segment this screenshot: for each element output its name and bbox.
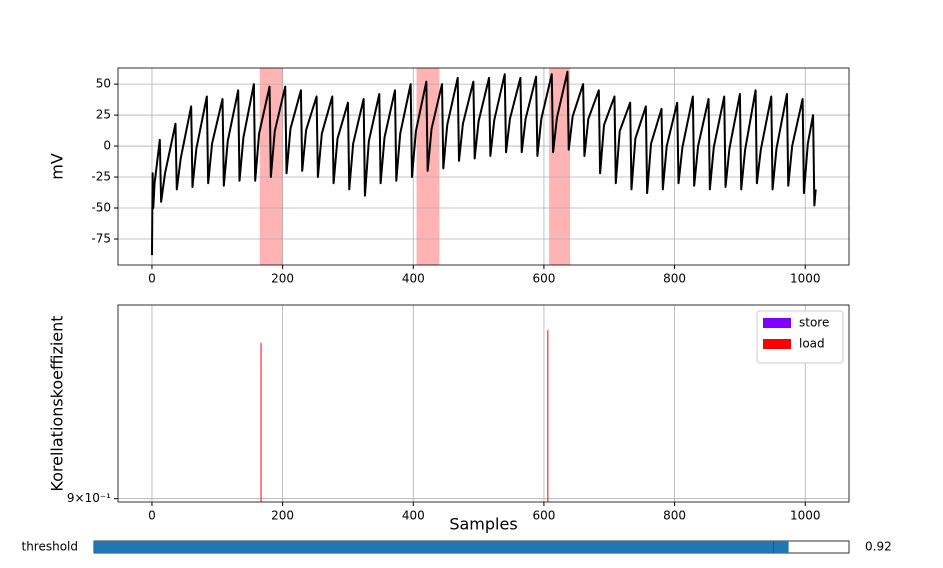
highlight-span bbox=[549, 68, 571, 265]
x-tick-label: 1000 bbox=[790, 272, 821, 286]
legend-swatch bbox=[763, 318, 791, 328]
legend-label: load bbox=[799, 337, 825, 351]
slider-fill[interactable] bbox=[94, 541, 789, 553]
x-tick-label: 800 bbox=[663, 272, 686, 286]
x-tick-label: 600 bbox=[532, 509, 555, 523]
x-tick-label: 200 bbox=[271, 509, 294, 523]
x-tick-label: 0 bbox=[148, 272, 156, 286]
x-axis-label: Samples bbox=[449, 515, 517, 534]
x-tick-label: 400 bbox=[402, 272, 425, 286]
signal-line bbox=[150, 70, 817, 256]
y-tick-label: -75 bbox=[91, 231, 111, 245]
legend-swatch bbox=[763, 339, 791, 349]
y-tick-label: -50 bbox=[91, 201, 111, 215]
x-tick-label: 400 bbox=[402, 509, 425, 523]
y-tick-label: 50 bbox=[96, 77, 111, 91]
y-axis-label: Korellationskoeffizient bbox=[48, 315, 67, 491]
legend-label: store bbox=[799, 316, 829, 330]
y-tick-label: 25 bbox=[96, 108, 111, 122]
x-tick-label: 0 bbox=[148, 509, 156, 523]
slider-value: 0.92 bbox=[865, 540, 892, 554]
x-tick-label: 800 bbox=[663, 509, 686, 523]
axes-frame bbox=[117, 304, 850, 503]
x-tick-label: 600 bbox=[532, 272, 555, 286]
x-tick-label: 200 bbox=[271, 272, 294, 286]
y-axis-label: mV bbox=[48, 153, 67, 180]
slider-label: threshold bbox=[21, 540, 78, 554]
y-tick-label: 0 bbox=[103, 139, 111, 153]
y-tick-label: -25 bbox=[91, 170, 111, 184]
x-tick-label: 1000 bbox=[790, 509, 821, 523]
axes-frame bbox=[117, 67, 850, 266]
y-tick-label: 9×10⁻¹ bbox=[67, 491, 111, 505]
